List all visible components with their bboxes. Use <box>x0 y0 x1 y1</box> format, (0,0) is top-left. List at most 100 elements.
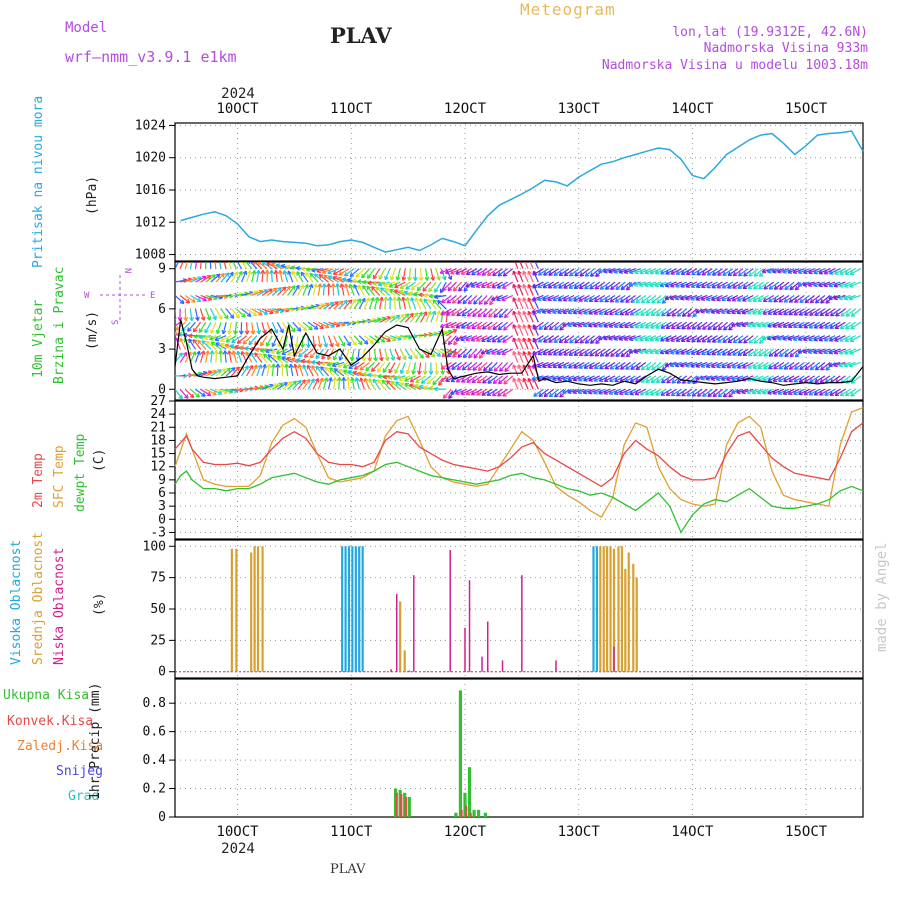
wind-arrow-head <box>367 372 372 378</box>
wind-arrow-head <box>383 282 388 288</box>
wind-arrow <box>210 369 222 377</box>
wind-arrow-head <box>489 300 494 306</box>
wind-arrow-head <box>833 362 838 368</box>
wind-arrow <box>829 388 841 396</box>
wind-arrow <box>477 362 488 371</box>
wind-arrow-head <box>543 392 549 398</box>
precip-ytick-label: 0 <box>158 810 166 825</box>
wind-arrow <box>462 348 473 358</box>
wind-arrow <box>809 375 821 383</box>
wind-arrow <box>712 388 723 398</box>
wind-arrow <box>696 348 708 355</box>
wind-arrow-head <box>584 351 589 357</box>
wind-arrow-head <box>695 308 700 314</box>
wind-arrow <box>537 281 549 288</box>
wind-arrow-head <box>248 262 251 265</box>
cloud-bar-low <box>449 550 451 672</box>
wind-arrow-head <box>609 310 614 316</box>
wind-arrow-head <box>312 283 318 288</box>
wind-arrow-head <box>721 296 726 302</box>
precip-ytick-label: 0.8 <box>143 696 166 711</box>
wind-arrow-head <box>263 353 268 359</box>
wind-arrow <box>538 321 549 330</box>
wind-arrow-head <box>434 370 440 375</box>
wind-arrow-head <box>440 311 445 316</box>
wind-arrow <box>717 268 729 276</box>
wind-arrow <box>681 321 693 330</box>
wind-arrow-head <box>794 352 800 358</box>
wind-arrow-head <box>194 316 200 322</box>
wind-arrow-head <box>691 270 696 276</box>
wind-arrow <box>778 361 790 370</box>
wind-arrow <box>620 361 631 370</box>
wind-arrow <box>272 308 285 313</box>
wind-arrow-head <box>417 370 422 375</box>
wind-arrow <box>492 375 503 384</box>
wind-arrow <box>237 335 248 344</box>
wind-arrow-head <box>378 296 384 302</box>
wind-arrow <box>210 341 222 350</box>
wind-arrow <box>527 378 534 390</box>
wind-arrow-head <box>562 376 567 382</box>
wind-arrow <box>404 375 416 382</box>
wind-arrow <box>351 348 355 361</box>
wind-arrow-head <box>675 283 680 288</box>
wind-arrow <box>481 335 493 342</box>
wind-arrow-head <box>241 313 246 318</box>
wind-arrow-head <box>409 378 415 383</box>
wind-arrow-head <box>578 351 584 357</box>
chart-title: Meteogram <box>520 0 616 19</box>
wind-arrow-head <box>517 337 522 343</box>
wind-arrow <box>588 321 600 327</box>
wind-arrow <box>382 362 391 373</box>
wind-arrow <box>452 348 462 358</box>
wind-arrow <box>834 268 846 275</box>
wind-arrow-head <box>522 297 527 302</box>
wind-arrow <box>466 321 478 329</box>
wind-arrow-head <box>481 271 487 276</box>
wind-arrow-head <box>695 350 701 356</box>
wind-arrow-head <box>389 276 395 281</box>
wind-arrow <box>295 335 299 348</box>
wind-arrow <box>256 385 269 390</box>
wind-arrow-head <box>428 287 433 293</box>
wind-arrow <box>850 321 862 330</box>
wind-arrow <box>608 268 621 273</box>
wind-arrow <box>175 321 186 331</box>
wind-arrow-head <box>441 352 447 358</box>
wind-arrow <box>742 348 754 356</box>
wind-arrow-head <box>455 270 460 275</box>
wind-arrow <box>670 335 682 342</box>
wind-arrow-head <box>333 368 339 373</box>
cloud-bar-low <box>501 660 504 672</box>
bottom-time-label: 14OCT <box>671 824 714 840</box>
wind-arrow <box>568 281 580 289</box>
wind-arrow <box>614 321 626 328</box>
wind-arrow <box>189 351 196 363</box>
wind-arrow <box>624 308 636 316</box>
precip-bar-total <box>483 812 488 817</box>
wind-arrow <box>372 268 381 280</box>
wind-arrow-head <box>808 336 813 342</box>
wind-arrow <box>578 361 590 369</box>
wind-arrow <box>241 262 248 270</box>
wind-arrow-head <box>461 365 467 371</box>
wind-arrow <box>439 268 452 274</box>
wind-arrow-head <box>819 311 825 317</box>
wind-arrow <box>691 388 703 397</box>
wind-arrow-head <box>244 365 249 370</box>
wind-arrow-head <box>582 322 588 328</box>
wind-arrow-head <box>473 300 478 305</box>
wind-arrow <box>192 321 202 333</box>
wind-arrow-head <box>252 262 257 265</box>
model-name: wrf–nmm_v3.9.1 e1km <box>65 48 237 66</box>
wind-arrow-head <box>410 297 415 302</box>
wind-arrow-head <box>557 376 562 382</box>
wind-arrow-head <box>413 291 418 297</box>
wind-arrow <box>318 274 329 283</box>
wind-arrow-head <box>789 352 795 358</box>
wind-arrow-head <box>301 379 306 384</box>
wind-arrow-head <box>589 285 594 290</box>
wind-arrow <box>645 308 657 316</box>
wind-arrow-head <box>825 366 830 371</box>
